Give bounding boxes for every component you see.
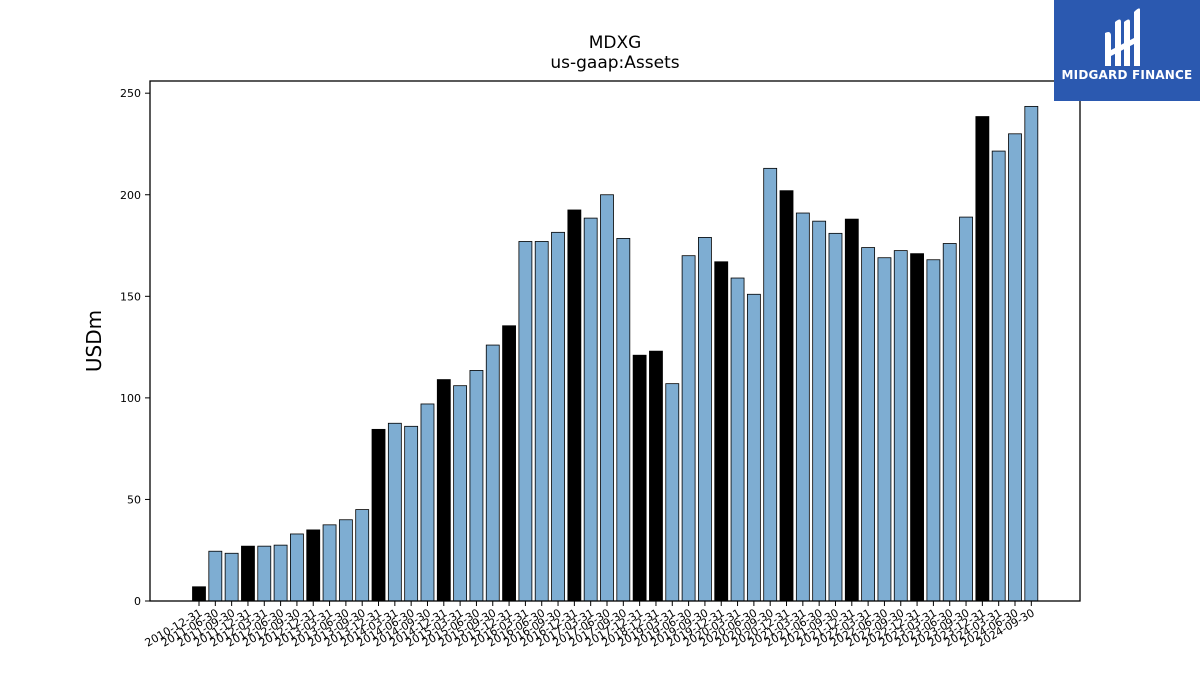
bar-2016-09-30 <box>551 231 565 602</box>
bar-2022-03-31 <box>861 247 876 602</box>
bar-2012-06-30 <box>273 544 288 602</box>
y-tick-label: 0 <box>134 595 141 608</box>
bar-2022-09-30 <box>893 250 908 602</box>
bar-2012-09-30 <box>290 533 304 602</box>
bar-2021-09-30 <box>828 232 843 602</box>
bar-2023-03-31 <box>926 259 941 602</box>
bar-2019-12-31 <box>714 261 729 602</box>
bar-2022-12-31 <box>910 253 924 602</box>
bar-2016-12-31 <box>567 209 582 602</box>
bar-2015-06-30 <box>469 370 484 602</box>
bar-2012-03-31 <box>257 545 272 602</box>
y-tick-label: 200 <box>120 189 141 202</box>
bar-2017-03-31 <box>583 217 598 602</box>
bar-2015-03-31 <box>453 385 468 602</box>
bar-2011-12-31 <box>241 545 255 602</box>
midgard-finance-logo: MIDGARD FINANCE <box>1054 0 1200 101</box>
bar-2022-06-30 <box>877 257 892 602</box>
chart-title: MDXG <box>589 33 642 53</box>
bar-2021-06-30 <box>812 220 827 602</box>
bar-2011-09-30 <box>224 552 239 602</box>
bar-2011-06-30 <box>208 550 223 602</box>
bar-2014-12-31 <box>436 379 451 602</box>
plot-frame <box>149 80 1081 602</box>
y-tick-label: 250 <box>120 87 141 100</box>
bar-2014-09-30 <box>420 403 435 602</box>
bar-2013-09-30 <box>355 509 370 602</box>
bar-2012-12-31 <box>306 529 321 602</box>
bar-2020-03-31 <box>730 277 745 602</box>
bar-2023-09-30 <box>959 216 973 602</box>
bar-2019-03-31 <box>665 383 680 602</box>
bar-2019-06-30 <box>681 255 696 602</box>
bar-2016-03-31 <box>518 241 533 602</box>
bar-2017-12-31 <box>632 354 647 602</box>
bar-2020-12-31 <box>779 190 794 602</box>
bar-2024-09-30 <box>1024 105 1039 602</box>
bar-2024-06-30 <box>1008 133 1022 602</box>
bar-2015-09-30 <box>485 344 500 602</box>
y-tick-label: 100 <box>120 392 141 405</box>
bar-2018-12-31 <box>649 350 663 602</box>
bar-2014-03-31 <box>387 422 402 602</box>
bar-2013-06-30 <box>338 519 353 602</box>
y-axis-label: USDm <box>82 310 106 372</box>
bars-group <box>192 105 1039 602</box>
bar-2020-09-30 <box>763 167 778 602</box>
bar-2024-03-31 <box>991 150 1006 602</box>
y-axis-ticks: 0 50 100 150 200 250 <box>120 87 150 608</box>
bar-2016-06-30 <box>534 241 549 602</box>
bar-2015-12-31 <box>502 325 516 602</box>
bar-2013-03-31 <box>322 524 337 602</box>
bar-2014-06-30 <box>404 425 419 602</box>
bar-2017-06-30 <box>600 194 614 602</box>
chart-subtitle: us-gaap:Assets <box>550 53 679 73</box>
midgard-logo-icon <box>1105 8 1140 66</box>
bar-2023-06-30 <box>942 243 957 602</box>
y-tick-label: 150 <box>120 290 141 303</box>
logo-text: MIDGARD FINANCE <box>1061 68 1193 82</box>
y-tick-label: 50 <box>127 493 141 506</box>
bar-2013-12-31 <box>371 428 386 602</box>
bar-2020-06-30 <box>746 293 761 602</box>
bar-2021-12-31 <box>844 218 859 602</box>
bar-2021-03-31 <box>795 212 810 602</box>
bar-2019-09-30 <box>698 237 712 602</box>
bar-2010-12-31 <box>192 586 206 602</box>
bar-2023-12-31 <box>975 116 990 602</box>
bar-2017-09-30 <box>616 238 631 602</box>
x-axis-ticks: 2010-12-312011-06-302011-09-302011-12-31… <box>143 601 1037 650</box>
